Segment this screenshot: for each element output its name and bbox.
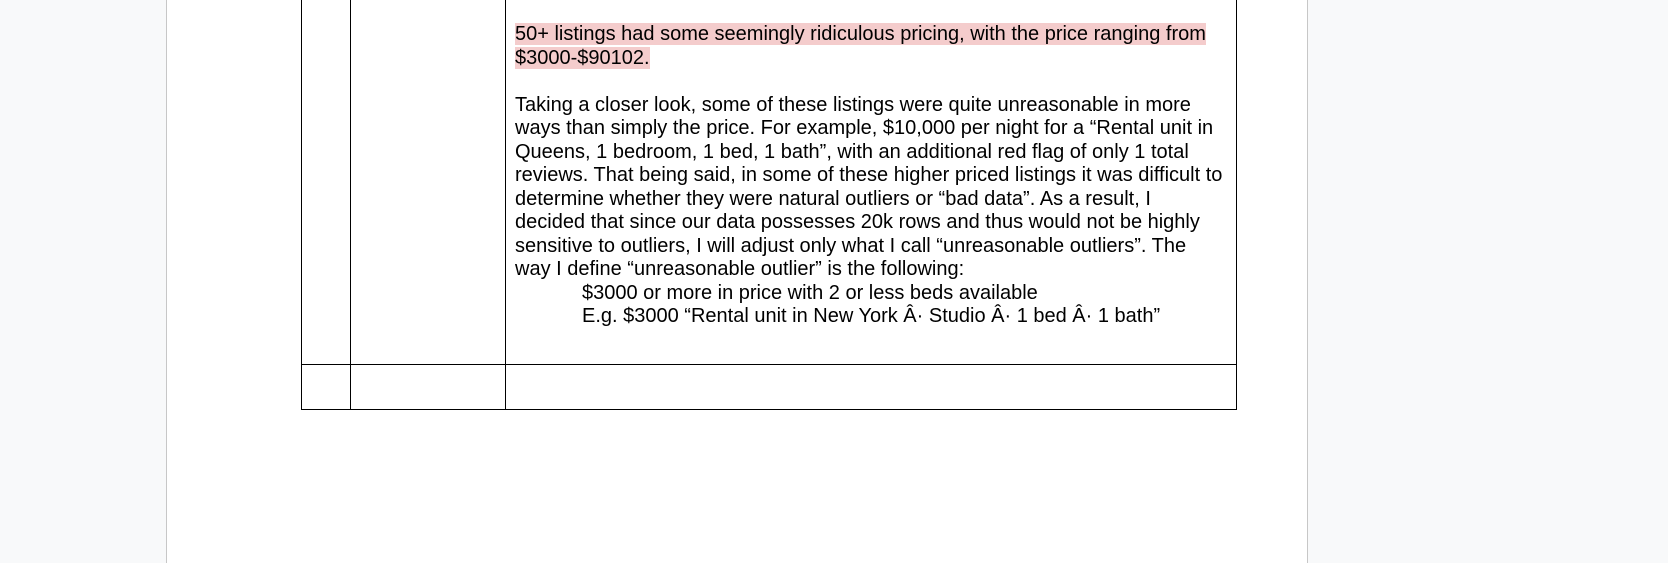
document-page: 50+ listings had some seemingly ridiculo…: [166, 0, 1308, 563]
table-cell-col1[interactable]: [301, 364, 351, 410]
table-cell-col2[interactable]: [350, 0, 506, 365]
table-cell-col3[interactable]: 50+ listings had some seemingly ridiculo…: [505, 0, 1237, 365]
table-cell-col3[interactable]: [505, 364, 1237, 410]
table-cell-col2[interactable]: [350, 364, 506, 410]
table-row: [301, 364, 1237, 410]
highlighted-text[interactable]: 50+ listings had some seemingly ridiculo…: [515, 23, 1206, 69]
blank-line: [515, 70, 1226, 94]
highlighted-paragraph: 50+ listings had some seemingly ridiculo…: [515, 23, 1226, 70]
table-row: 50+ listings had some seemingly ridiculo…: [301, 0, 1237, 365]
document-table: 50+ listings had some seemingly ridiculo…: [301, 0, 1237, 410]
indented-example-line[interactable]: E.g. $3000 “Rental unit in New York Â· S…: [582, 305, 1161, 327]
indented-line[interactable]: $3000 or more in price with 2 or less be…: [582, 281, 1038, 304]
table-cell-col1[interactable]: [301, 0, 351, 365]
cell-text-block: 50+ listings had some seemingly ridiculo…: [506, 0, 1236, 329]
body-paragraph[interactable]: Taking a closer look, some of these list…: [515, 93, 1223, 281]
